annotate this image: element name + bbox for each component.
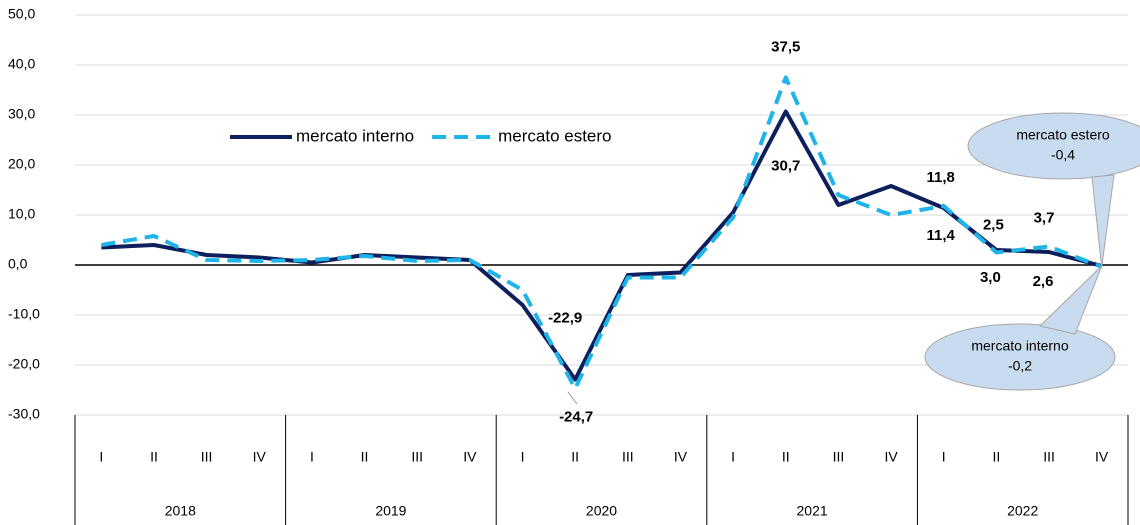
x-tick-label: II: [150, 449, 158, 465]
x-tick-label: III: [411, 449, 423, 465]
data-label: -24,7: [559, 408, 593, 425]
x-tick-label: II: [361, 449, 369, 465]
data-label: 11,4: [927, 227, 956, 244]
callout-value: -0,2: [1008, 358, 1032, 374]
x-tick-label: I: [942, 449, 946, 465]
y-tick-label: 20,0: [8, 156, 35, 172]
data-label: 2,5: [983, 216, 1004, 233]
y-tick-label: 40,0: [8, 56, 35, 72]
callout-pointer: [1038, 265, 1103, 335]
y-tick-label: 30,0: [8, 106, 35, 122]
y-tick-label: 50,0: [8, 6, 35, 22]
x-tick-label: IV: [253, 449, 267, 465]
x-tick-label: IV: [674, 449, 688, 465]
data-label: 3,7: [1034, 209, 1055, 226]
y-tick-label: -10,0: [8, 306, 40, 322]
callout-bubble: [924, 323, 1116, 391]
x-tick-label: I: [731, 449, 735, 465]
x-tick-label: I: [310, 449, 314, 465]
x-tick-label: IV: [463, 449, 477, 465]
leader-line: [567, 391, 578, 405]
x-tick-label: IV: [1095, 449, 1109, 465]
group-label: 2022: [1007, 503, 1038, 519]
x-tick-label: III: [201, 449, 213, 465]
callout-name: mercato interno: [971, 338, 1068, 354]
callout-name: mercato estero: [1016, 127, 1110, 143]
x-tick-label: II: [782, 449, 790, 465]
x-tick-label: III: [1043, 449, 1055, 465]
data-label: 2,6: [1033, 273, 1054, 290]
group-label: 2021: [797, 503, 828, 519]
y-tick-label: 10,0: [8, 206, 35, 222]
y-tick-label: -20,0: [8, 356, 40, 372]
callout-bubble: [967, 112, 1140, 180]
group-label: 2019: [375, 503, 406, 519]
callout-value: -0,4: [1051, 147, 1075, 163]
legend-label: mercato interno: [296, 126, 414, 145]
y-tick-label: 0,0: [8, 256, 28, 272]
callout-pointer: [1091, 174, 1115, 268]
group-label: 2018: [165, 503, 196, 519]
x-tick-label: IV: [884, 449, 898, 465]
y-tick-label: -30,0: [8, 406, 40, 422]
x-tick-label: I: [99, 449, 103, 465]
x-tick-label: II: [992, 449, 1000, 465]
data-label: 11,8: [927, 169, 955, 186]
x-tick-label: II: [571, 449, 579, 465]
x-tick-label: I: [521, 449, 525, 465]
x-tick-label: III: [622, 449, 634, 465]
data-label: 3,0: [980, 269, 1001, 286]
group-label: 2020: [586, 503, 617, 519]
legend-label: mercato estero: [498, 126, 611, 145]
series-line: [101, 109, 1103, 382]
data-label: 30,7: [771, 157, 800, 174]
data-label: 37,5: [771, 38, 800, 55]
data-label: -22,9: [548, 309, 582, 326]
x-tick-label: III: [833, 449, 845, 465]
